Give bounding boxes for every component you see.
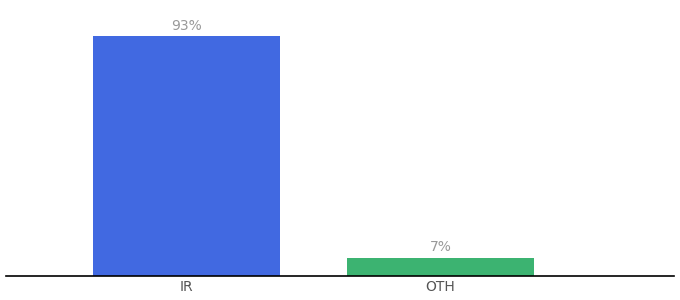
Bar xyxy=(347,258,534,276)
Bar xyxy=(92,36,279,276)
Text: 7%: 7% xyxy=(429,240,452,254)
Text: 93%: 93% xyxy=(171,19,201,33)
